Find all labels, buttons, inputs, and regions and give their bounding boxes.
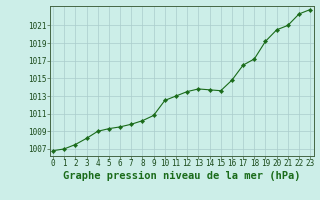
X-axis label: Graphe pression niveau de la mer (hPa): Graphe pression niveau de la mer (hPa) [63,171,300,181]
